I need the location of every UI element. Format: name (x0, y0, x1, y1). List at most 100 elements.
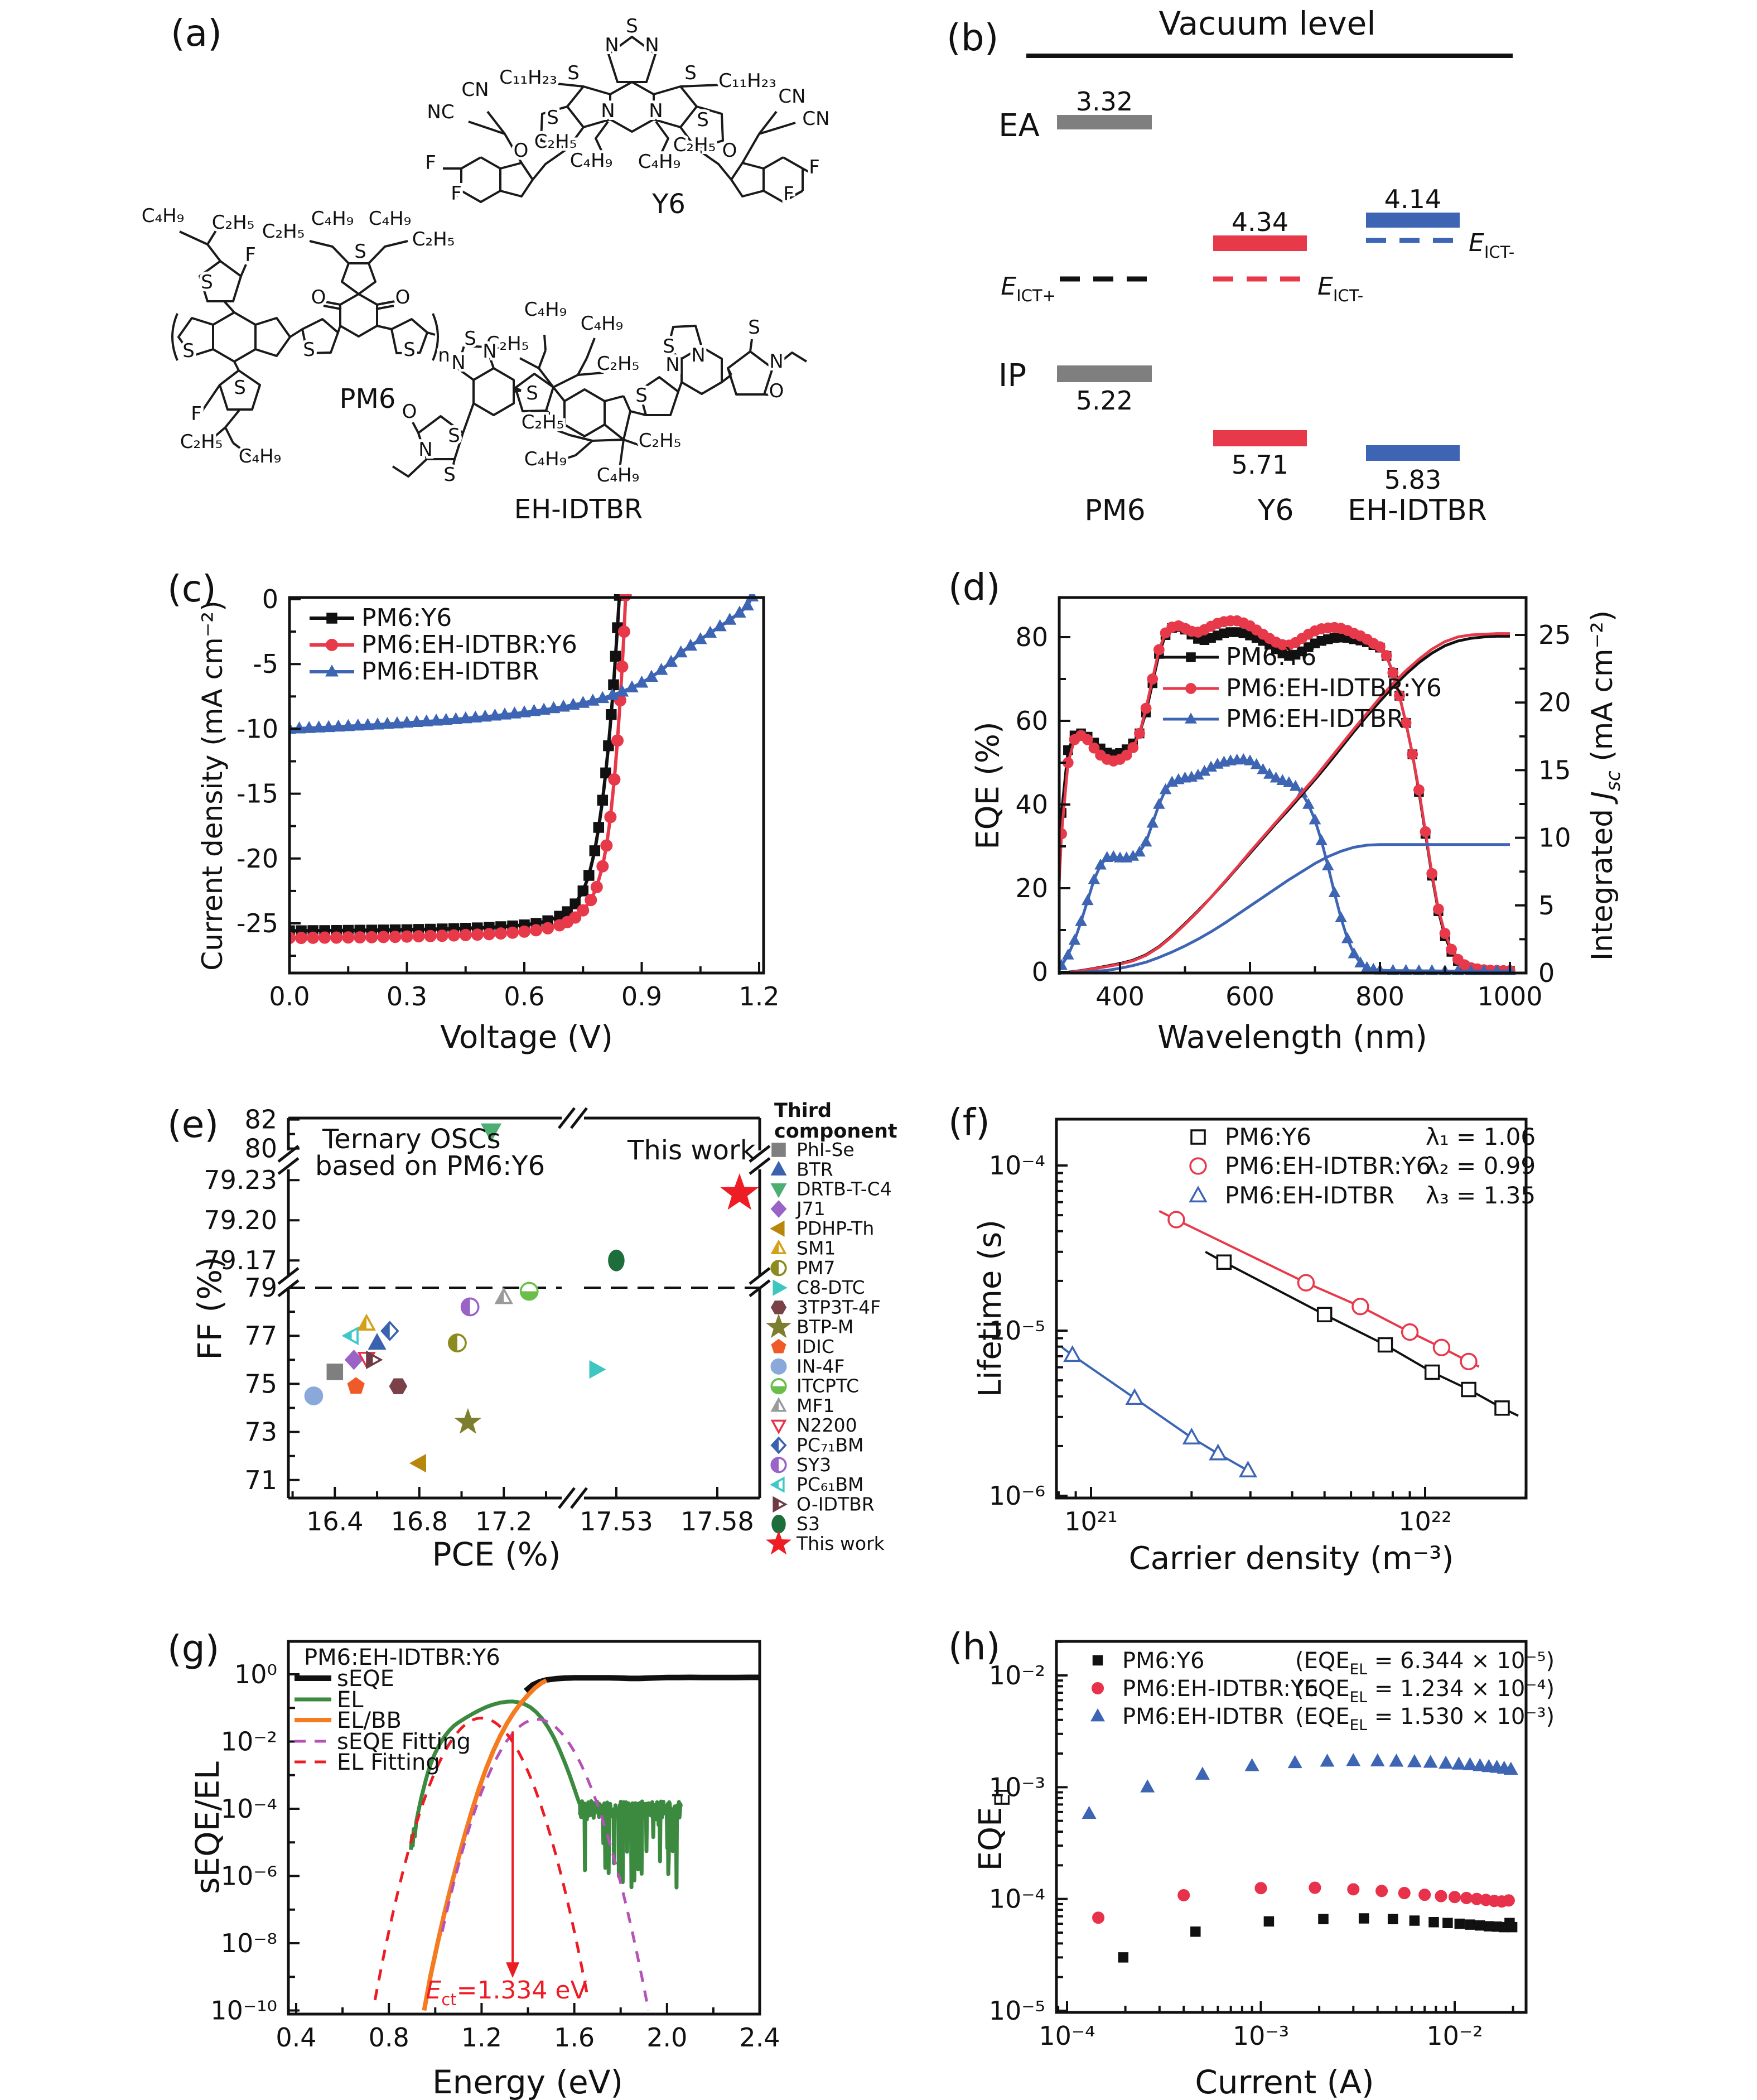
legend-title: Third (774, 1100, 832, 1122)
annotation-text: This work (627, 1135, 756, 1166)
atom-label: C₄H₉ (570, 150, 613, 172)
marker-tri-up (1250, 758, 1263, 769)
legend-label: PM6:EH-IDTBR (1225, 1182, 1394, 1209)
path (1316, 1307, 1333, 1323)
marker-pentagon (771, 1338, 786, 1354)
marker-square (1465, 1919, 1475, 1930)
marker-tri-up (325, 664, 339, 677)
y2-tick-label: 10 (1538, 823, 1571, 853)
marker-star (720, 1173, 759, 1210)
marker-circle (519, 1282, 539, 1301)
circle (1426, 868, 1438, 879)
marker-tri-up (1270, 771, 1282, 783)
marker-circle (585, 894, 597, 907)
circle (412, 930, 425, 943)
marker-tri-up (419, 714, 433, 726)
marker-tri-up (1238, 1460, 1258, 1478)
atom-label: C₂H₅ (597, 353, 640, 375)
marker-tri-up (1360, 961, 1373, 972)
path (527, 704, 541, 716)
path (1287, 1755, 1302, 1769)
path (583, 870, 595, 881)
legend-label: ITCPTC (797, 1375, 859, 1397)
atom-label: O (395, 286, 411, 309)
rect (1058, 596, 1528, 975)
circle (1398, 1887, 1411, 1900)
path (1442, 1918, 1453, 1928)
atom-label: C₄H₉ (239, 445, 282, 468)
legend-label: EL (337, 1687, 364, 1713)
atom-label: C₂H₅ (522, 411, 564, 434)
path (1195, 1766, 1210, 1780)
marker-circle (1088, 742, 1100, 754)
atom-label: N (605, 34, 619, 56)
marker-circle (1413, 784, 1425, 796)
marker-square (326, 1364, 344, 1380)
marker-tri-up (1389, 1754, 1404, 1767)
circle (1502, 1894, 1515, 1907)
marker-tri-up (1185, 712, 1197, 724)
atom-label: C₂H₅ (486, 333, 529, 355)
path (770, 1160, 787, 1176)
circle (1189, 1157, 1207, 1175)
vacuum-level-title: Vacuum level (1159, 4, 1376, 42)
marker-tri-up (1354, 956, 1367, 968)
legend-label: PM6:EH-IDTBR (1226, 705, 1404, 733)
legend-extra: (EQEEL = 6.344 × 10⁻⁵) (1295, 1648, 1555, 1678)
path (1461, 1381, 1476, 1398)
series-line-EL/BB (422, 1678, 548, 2011)
atom-label: C₂H₅ (673, 134, 716, 156)
circle (519, 1282, 539, 1301)
path (720, 1173, 759, 1210)
y-tick-label: 75 (244, 1369, 277, 1399)
atom-label: N (418, 439, 432, 461)
path (557, 699, 571, 712)
marker-circle (1309, 1881, 1321, 1894)
path (1462, 1757, 1478, 1770)
x-tick-label: 17.53 (580, 1506, 653, 1537)
path (723, 613, 737, 625)
ect-label: Ect=1.334 eV (426, 1976, 587, 2009)
path (1335, 911, 1347, 923)
marker-tri-up (361, 717, 375, 730)
circle (604, 811, 617, 823)
marker-tri-up (1302, 798, 1315, 809)
marker-diamond (770, 1200, 787, 1218)
ea-bar-EH-IDTBR (1366, 213, 1460, 228)
y-tick-label: 10⁻¹⁰ (210, 1996, 277, 2026)
marker-tri-up (1081, 894, 1094, 905)
inner-title: PM6:EH-IDTBR:Y6 (304, 1645, 500, 1670)
path (1407, 1754, 1422, 1767)
marker-tri-up (390, 716, 404, 729)
atom-label: O (514, 139, 529, 162)
annotation-text: based on PM6:Y6 (315, 1150, 545, 1182)
marker-tri-up (1473, 1758, 1488, 1771)
marker-tri-up (576, 696, 590, 708)
path (606, 709, 617, 720)
path (1216, 1254, 1232, 1270)
marker-circle (1401, 1323, 1419, 1341)
path (1159, 783, 1172, 794)
marker-tri-up (1090, 1708, 1105, 1722)
path (469, 710, 482, 723)
path (1237, 753, 1250, 764)
path (1348, 947, 1360, 959)
marker-square (606, 709, 617, 720)
path (596, 691, 610, 704)
y-axis-title: Lifetime (s) (972, 1220, 1008, 1397)
marker-tri-up (357, 1313, 376, 1331)
path (389, 1378, 408, 1394)
path (615, 684, 629, 697)
path (773, 1279, 788, 1296)
marker-tri-up (469, 710, 482, 723)
circle (611, 734, 624, 747)
path (1451, 1756, 1466, 1770)
atom-label: C₂H₅ (412, 228, 455, 251)
marker-circle (389, 931, 402, 943)
marker-tri-up (1370, 1753, 1385, 1767)
path (1358, 1913, 1369, 1924)
path (766, 1313, 791, 1338)
marker-pentagon (347, 1377, 365, 1394)
charts: 0.0 0.3 0.6 0.9 1.2 0 -5 -10 -15 -20 -25 Voltage (V… (189, 584, 1625, 2100)
